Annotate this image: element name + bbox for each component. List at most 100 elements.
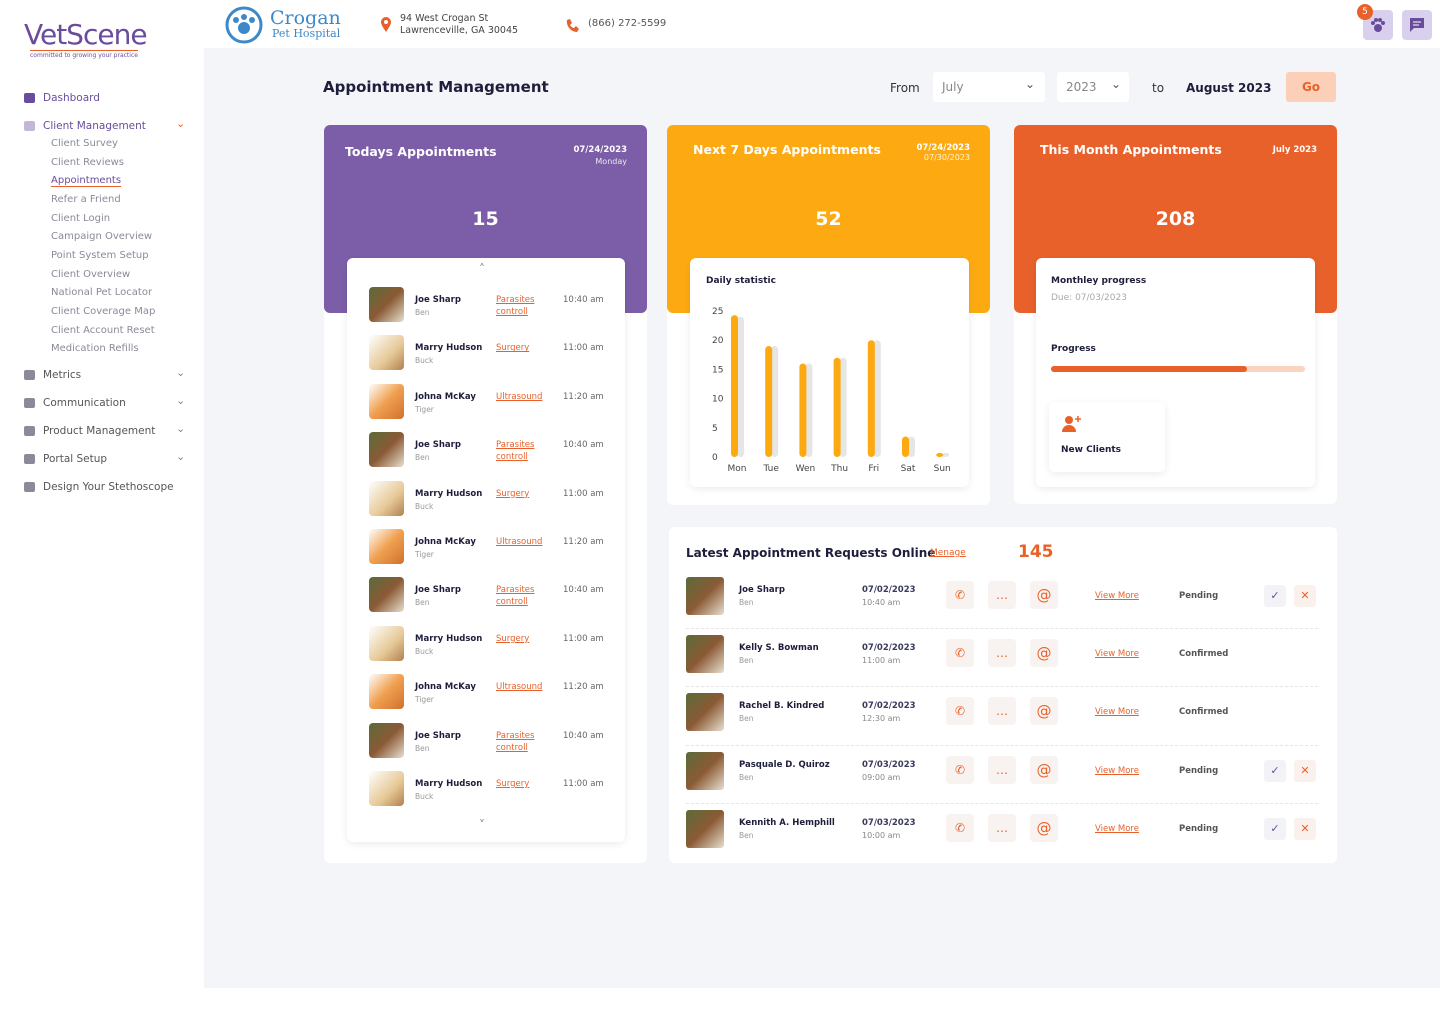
approve-button[interactable]: ✓: [1264, 759, 1286, 782]
view-more[interactable]: View More: [1095, 591, 1139, 601]
year-select[interactable]: 2023 ⌄: [1057, 72, 1129, 102]
email-button[interactable]: @: [1030, 755, 1058, 784]
nav-item[interactable]: Dashboard: [43, 92, 100, 104]
card-count: 15: [472, 208, 499, 230]
pet-avatar: [686, 577, 724, 615]
service[interactable]: Surgery: [496, 488, 530, 499]
email-button[interactable]: @: [1030, 697, 1058, 726]
nav-subitem[interactable]: Client Coverage Map: [51, 305, 156, 317]
nav-subitem[interactable]: Client Account Reset: [51, 324, 155, 336]
service[interactable]: Ultrasound: [496, 537, 543, 547]
x-tick-label: Mon: [728, 464, 747, 474]
month-select[interactable]: July ⌄: [933, 72, 1045, 102]
x-tick-label: Tue: [763, 464, 780, 474]
pet-name: Ben: [739, 598, 754, 607]
service[interactable]: Parasites controll: [496, 585, 535, 608]
nav-subitem[interactable]: Client Overview: [51, 268, 131, 280]
card-title: Todays Appointments: [345, 144, 497, 159]
pet-name: Ben: [739, 830, 754, 840]
client-name: Marry Hudson: [415, 343, 483, 354]
service[interactable]: Parasites controll: [496, 730, 535, 753]
add-user-icon: [1062, 416, 1081, 432]
chevron: ⌄: [1024, 77, 1035, 91]
nav-icon: [24, 93, 35, 103]
nav-subitem[interactable]: Client Survey: [51, 138, 118, 149]
chat-button[interactable]: …: [988, 581, 1016, 609]
nav-subitem[interactable]: Client Reviews: [51, 156, 125, 168]
bar: [799, 363, 807, 457]
manage-link[interactable]: Menage: [930, 548, 966, 558]
call-button[interactable]: ✆: [946, 697, 974, 726]
approve-button[interactable]: ✓: [1264, 817, 1286, 840]
view-more[interactable]: View More: [1095, 649, 1139, 660]
service[interactable]: Surgery: [496, 343, 530, 354]
call-button[interactable]: ✆: [946, 755, 974, 784]
nav-subitem[interactable]: Medication Refills: [51, 343, 139, 355]
pet-name: Ben: [415, 308, 430, 317]
y-tick-label: 15: [712, 365, 723, 375]
go-button[interactable]: Go: [1286, 72, 1336, 102]
nav-item[interactable]: Portal Setup: [43, 452, 108, 465]
call-button[interactable]: ✆: [946, 639, 974, 668]
nav-subitem[interactable]: National Pet Locator: [51, 287, 153, 299]
pet-avatar: [369, 383, 404, 419]
date: 07/02/2023: [862, 585, 916, 595]
bar: [833, 357, 841, 457]
service[interactable]: Surgery: [496, 779, 530, 789]
pet-avatar: [369, 722, 404, 758]
y-tick-label: 5: [712, 424, 718, 434]
chat-button[interactable]: …: [988, 813, 1016, 842]
pet-name: Ben: [739, 714, 754, 724]
view-more[interactable]: View More: [1095, 823, 1139, 834]
chat-button[interactable]: …: [988, 697, 1016, 726]
reject-button[interactable]: ✕: [1294, 759, 1316, 782]
service[interactable]: Ultrasound: [496, 391, 543, 402]
nav-item[interactable]: Design Your Stethoscope: [43, 480, 174, 493]
pet-name: Ben: [415, 598, 430, 608]
nav-item[interactable]: Metrics: [43, 368, 82, 381]
service[interactable]: Surgery: [496, 633, 530, 644]
bar: [867, 340, 875, 457]
nav-item[interactable]: Client Management: [43, 120, 146, 132]
reject-button[interactable]: ✕: [1294, 585, 1316, 607]
chart-card: Daily statistic 0 5 10 15 20 25 Mon Tue Wen Thu Fr…: [690, 258, 969, 487]
progress-track: [1051, 366, 1305, 372]
y-tick-label: 20: [712, 336, 724, 346]
chat-button[interactable]: …: [988, 755, 1016, 784]
scroll-up[interactable]: ˄: [479, 262, 485, 276]
nav-subitem[interactable]: Refer a Friend: [51, 193, 121, 205]
time: 11:00 am: [563, 488, 604, 499]
phone-icon: [566, 19, 579, 32]
nav-subitem[interactable]: Client Login: [51, 212, 111, 224]
chat-button[interactable]: …: [988, 639, 1016, 668]
call-button[interactable]: ✆: [946, 813, 974, 842]
service[interactable]: Ultrasound: [496, 682, 543, 693]
client-name: Marry Hudson: [415, 488, 483, 499]
call-button[interactable]: ✆: [946, 581, 974, 609]
email-button[interactable]: @: [1030, 581, 1058, 609]
bar: [908, 436, 915, 457]
pet-avatar: [369, 577, 404, 613]
status: Pending: [1179, 591, 1219, 601]
view-more[interactable]: View More: [1095, 707, 1139, 718]
nav-item[interactable]: Communication: [43, 396, 126, 409]
x-tick-label: Wen: [796, 464, 816, 474]
service[interactable]: Parasites controll: [496, 440, 535, 463]
time: 10:00 am: [862, 830, 901, 840]
approve-button[interactable]: ✓: [1264, 585, 1286, 607]
nav-subitem[interactable]: Campaign Overview: [51, 231, 153, 243]
paw-icon: [1371, 18, 1385, 32]
reject-button[interactable]: ✕: [1294, 817, 1316, 840]
nav-subitem[interactable]: Point System Setup: [51, 249, 149, 261]
scroll-down[interactable]: ˅: [479, 818, 485, 832]
email-button[interactable]: @: [1030, 639, 1058, 668]
email-button[interactable]: @: [1030, 813, 1058, 842]
client-name: Joe Sharp: [415, 730, 461, 741]
service[interactable]: Parasites controll: [496, 295, 535, 317]
nav-icon: [24, 369, 35, 380]
view-more[interactable]: View More: [1095, 765, 1139, 776]
nav-subitem[interactable]: Appointments: [51, 175, 122, 188]
x-tick-label: Thu: [830, 464, 848, 474]
nav-item[interactable]: Product Management: [43, 424, 156, 437]
tagline: committed to growing your practice: [30, 50, 138, 59]
